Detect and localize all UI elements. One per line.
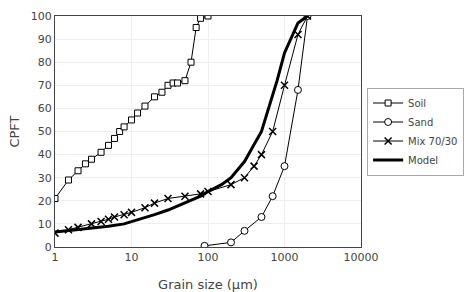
svg-text:40: 40 bbox=[38, 148, 52, 161]
svg-text:Mix 70/30: Mix 70/30 bbox=[408, 136, 457, 147]
svg-text:0: 0 bbox=[45, 241, 52, 254]
svg-text:10: 10 bbox=[38, 218, 52, 231]
svg-text:1000: 1000 bbox=[271, 251, 299, 264]
svg-text:100: 100 bbox=[198, 251, 219, 264]
svg-text:50: 50 bbox=[38, 125, 52, 138]
svg-text:Grain size (μm): Grain size (μm) bbox=[158, 277, 258, 292]
svg-text:10000: 10000 bbox=[344, 251, 379, 264]
svg-text:Soil: Soil bbox=[408, 98, 426, 109]
svg-text:70: 70 bbox=[38, 79, 52, 92]
svg-text:80: 80 bbox=[38, 56, 52, 69]
svg-text:90: 90 bbox=[38, 33, 52, 46]
svg-text:100: 100 bbox=[31, 10, 52, 23]
svg-text:CPFT: CPFT bbox=[7, 115, 22, 147]
svg-text:20: 20 bbox=[38, 195, 52, 208]
svg-text:1: 1 bbox=[52, 251, 59, 264]
svg-text:Model: Model bbox=[408, 155, 438, 166]
svg-text:10: 10 bbox=[125, 251, 139, 264]
svg-text:60: 60 bbox=[38, 102, 52, 115]
svg-text:30: 30 bbox=[38, 172, 52, 185]
svg-text:Sand: Sand bbox=[408, 117, 433, 128]
